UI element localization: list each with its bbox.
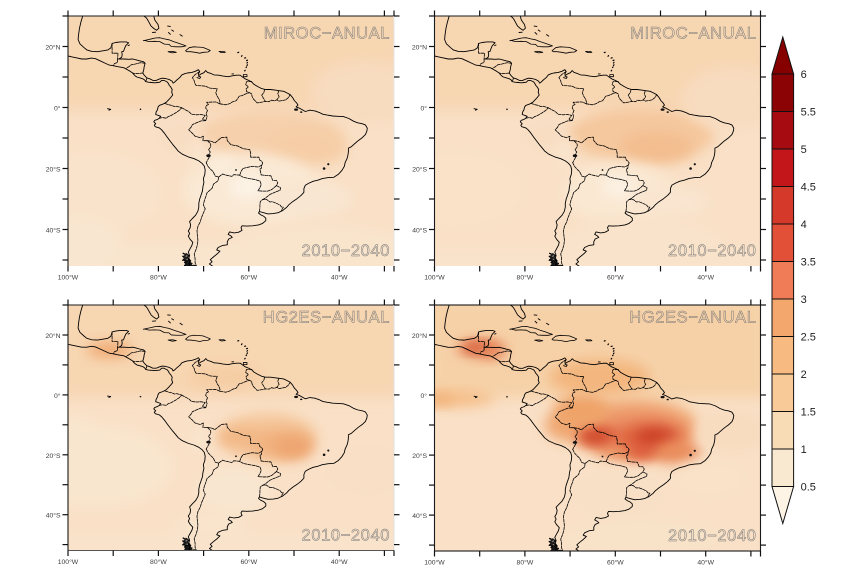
svg-text:20°S: 20°S xyxy=(46,452,61,460)
svg-text:2010−2040: 2010−2040 xyxy=(668,527,756,545)
svg-text:100°W: 100°W xyxy=(424,274,445,282)
svg-text:80°W: 80°W xyxy=(517,274,534,282)
svg-text:40°S: 40°S xyxy=(46,227,61,235)
svg-text:2.5: 2.5 xyxy=(801,332,816,344)
svg-text:HG2ES−ANUAL: HG2ES−ANUAL xyxy=(629,309,756,327)
svg-text:60°W: 60°W xyxy=(607,559,624,567)
svg-text:40°W: 40°W xyxy=(697,274,714,282)
svg-text:0°: 0° xyxy=(421,105,428,113)
svg-text:80°W: 80°W xyxy=(150,558,167,566)
svg-text:40°S: 40°S xyxy=(46,512,61,520)
svg-text:40°S: 40°S xyxy=(412,227,427,235)
svg-text:20°S: 20°S xyxy=(412,166,427,174)
svg-text:1.5: 1.5 xyxy=(801,407,816,419)
svg-text:0°: 0° xyxy=(54,392,61,400)
svg-text:0°: 0° xyxy=(421,392,428,400)
svg-text:100°W: 100°W xyxy=(58,274,79,282)
svg-text:60°W: 60°W xyxy=(240,558,257,566)
svg-text:100°W: 100°W xyxy=(424,559,445,567)
svg-text:80°W: 80°W xyxy=(150,274,167,282)
svg-text:60°W: 60°W xyxy=(240,274,257,282)
svg-text:HG2ES−ANUAL: HG2ES−ANUAL xyxy=(263,309,390,327)
svg-text:40°S: 40°S xyxy=(412,512,427,520)
svg-text:20°N: 20°N xyxy=(412,332,427,340)
svg-text:60°W: 60°W xyxy=(607,274,624,282)
svg-text:20°N: 20°N xyxy=(45,332,60,340)
svg-text:2010−2040: 2010−2040 xyxy=(668,242,756,260)
svg-text:5.5: 5.5 xyxy=(801,107,816,119)
svg-text:1: 1 xyxy=(801,444,807,456)
svg-text:4.5: 4.5 xyxy=(801,182,816,194)
svg-text:0.5: 0.5 xyxy=(801,482,816,494)
svg-text:20°N: 20°N xyxy=(412,44,427,52)
svg-text:4: 4 xyxy=(801,219,807,231)
svg-text:40°W: 40°W xyxy=(331,274,348,282)
svg-text:80°W: 80°W xyxy=(517,559,534,567)
svg-text:100°W: 100°W xyxy=(58,558,79,566)
svg-text:40°W: 40°W xyxy=(331,558,348,566)
svg-text:40°W: 40°W xyxy=(697,559,714,567)
svg-text:6: 6 xyxy=(801,69,807,81)
svg-text:3.5: 3.5 xyxy=(801,257,816,269)
svg-text:5: 5 xyxy=(801,144,807,156)
svg-text:3: 3 xyxy=(801,294,807,306)
svg-text:2010−2040: 2010−2040 xyxy=(302,242,390,260)
svg-text:2: 2 xyxy=(801,369,807,381)
svg-text:0°: 0° xyxy=(54,105,61,113)
svg-text:20°S: 20°S xyxy=(412,452,427,460)
svg-text:20°N: 20°N xyxy=(45,44,60,52)
svg-text:MIROC−ANUAL: MIROC−ANUAL xyxy=(264,25,390,43)
svg-text:MIROC−ANUAL: MIROC−ANUAL xyxy=(630,25,756,43)
svg-text:20°S: 20°S xyxy=(46,166,61,174)
svg-text:2010−2040: 2010−2040 xyxy=(302,527,390,545)
